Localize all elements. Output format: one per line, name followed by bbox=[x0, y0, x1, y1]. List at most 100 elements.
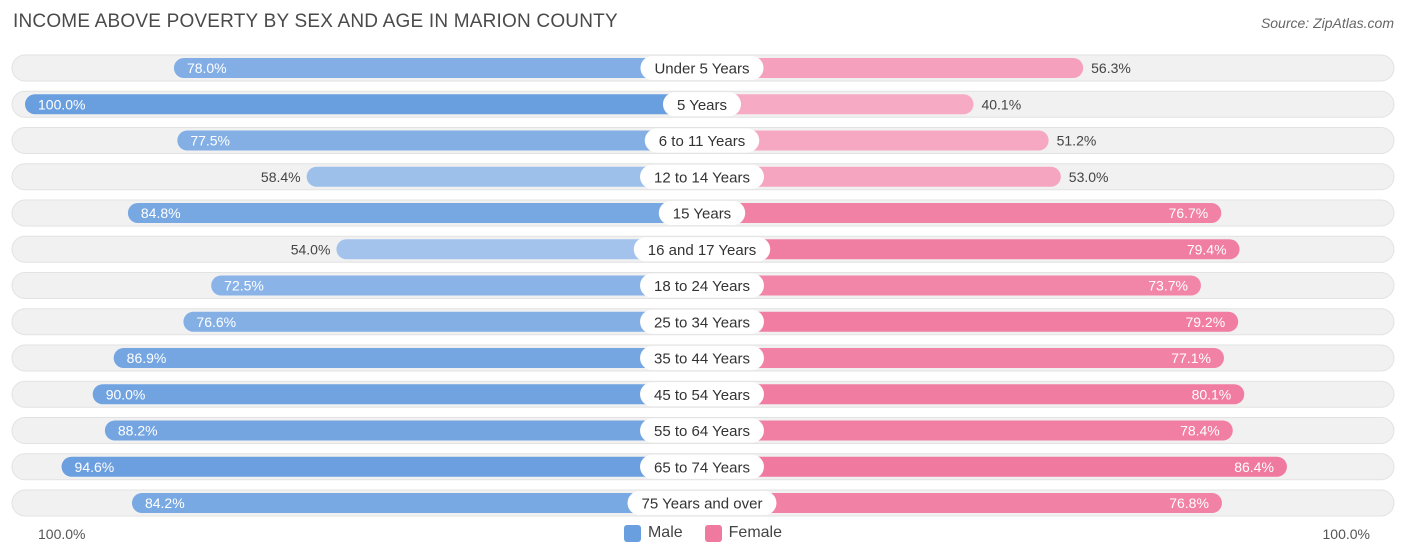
bar-female bbox=[702, 456, 1287, 477]
bar-female bbox=[702, 420, 1233, 441]
category-pill bbox=[640, 56, 764, 80]
bar-male bbox=[113, 348, 702, 368]
bar-female bbox=[702, 203, 1222, 223]
bar-female bbox=[702, 493, 1222, 513]
value-label-female: 40.1% bbox=[981, 96, 1021, 112]
value-label-female: 53.0% bbox=[1069, 169, 1109, 185]
value-label-female: 79.2% bbox=[1185, 314, 1225, 330]
bar-male bbox=[92, 384, 702, 405]
category-label: 55 to 64 Years bbox=[654, 423, 750, 440]
category-label: 45 to 54 Years bbox=[654, 387, 750, 404]
bar-female bbox=[702, 348, 1224, 368]
category-pill bbox=[627, 491, 777, 515]
bar-male bbox=[104, 420, 703, 441]
category-label: 16 and 17 Years bbox=[648, 242, 756, 259]
category-label: 18 to 24 Years bbox=[654, 278, 750, 295]
value-label-male: 78.0% bbox=[187, 60, 227, 76]
value-label-male: 86.9% bbox=[127, 350, 167, 366]
value-label-male: 90.0% bbox=[106, 386, 146, 402]
category-label: 15 Years bbox=[673, 206, 731, 223]
chart-row: 84.2% 76.8% 75 Years and over bbox=[11, 489, 1395, 517]
legend-swatch-female bbox=[704, 524, 722, 542]
bar-female bbox=[702, 311, 1239, 332]
bar-female bbox=[702, 384, 1245, 405]
chart-title: INCOME ABOVE POVERTY BY SEX AND AGE IN M… bbox=[13, 11, 618, 32]
value-label-female: 79.4% bbox=[1187, 241, 1227, 257]
bar-female bbox=[702, 239, 1240, 260]
category-pill bbox=[644, 128, 760, 153]
axis-right-label: 100.0% bbox=[1322, 526, 1370, 542]
value-label-male: 54.0% bbox=[291, 241, 331, 257]
value-label-male: 76.6% bbox=[196, 314, 236, 330]
chart-row: 94.6% 86.4% 65 to 74 Years bbox=[11, 453, 1395, 481]
chart-row: 58.4% 53.0% 12 to 14 Years bbox=[11, 163, 1395, 191]
category-label: 65 to 74 Years bbox=[654, 459, 750, 476]
value-label-female: 86.4% bbox=[1234, 459, 1274, 475]
axis-left-label: 100.0% bbox=[38, 526, 86, 542]
bar-female bbox=[702, 94, 974, 115]
value-label-female: 78.4% bbox=[1180, 423, 1220, 439]
chart-row: 54.0% 79.4% 16 and 17 Years bbox=[11, 235, 1395, 263]
value-label-female: 56.3% bbox=[1091, 60, 1131, 76]
category-pill bbox=[640, 164, 764, 189]
chart-row: 77.5% 51.2% 6 to 11 Years bbox=[11, 127, 1395, 154]
category-pill bbox=[640, 346, 764, 370]
chart-row: 100.0% 40.1% 5 Years bbox=[11, 90, 1395, 118]
value-label-female: 73.7% bbox=[1148, 278, 1188, 294]
legend-label-female: Female bbox=[728, 524, 783, 541]
category-pill bbox=[640, 382, 764, 407]
bar-male bbox=[336, 239, 702, 260]
bar-male bbox=[131, 493, 702, 513]
category-label: 75 Years and over bbox=[642, 496, 763, 513]
category-pill bbox=[640, 454, 764, 479]
value-label-female: 77.1% bbox=[1171, 350, 1211, 366]
category-pill bbox=[640, 309, 764, 334]
bar-female bbox=[702, 58, 1084, 78]
bar-male bbox=[61, 456, 703, 477]
value-label-female: 51.2% bbox=[1057, 133, 1097, 149]
value-label-female: 80.1% bbox=[1192, 386, 1232, 402]
bar-male bbox=[25, 94, 702, 115]
category-pill bbox=[633, 237, 771, 262]
legend: Male Female bbox=[0, 524, 1406, 542]
category-label: 6 to 11 Years bbox=[659, 133, 745, 150]
chart-row: 88.2% 78.4% 55 to 64 Years bbox=[11, 417, 1395, 444]
value-label-male: 84.2% bbox=[145, 495, 185, 511]
value-label-male: 94.6% bbox=[75, 459, 115, 475]
value-label-male: 84.8% bbox=[141, 205, 181, 221]
bar-male bbox=[306, 166, 702, 187]
bar-male bbox=[183, 311, 703, 332]
legend-swatch-male bbox=[623, 524, 641, 542]
bar-female bbox=[702, 130, 1049, 151]
value-label-male: 88.2% bbox=[118, 423, 158, 439]
value-label-female: 76.7% bbox=[1169, 205, 1209, 221]
source-attribution: Source: ZipAtlas.com bbox=[1260, 15, 1394, 31]
chart-row: 86.9% 77.1% 35 to 44 Years bbox=[11, 344, 1395, 372]
legend-item-female: Female bbox=[704, 524, 783, 542]
category-pill bbox=[658, 201, 746, 225]
chart-row: 84.8% 76.7% 15 Years bbox=[11, 199, 1395, 227]
bar-female bbox=[702, 275, 1201, 296]
category-pill bbox=[640, 418, 764, 443]
bar-male bbox=[127, 203, 703, 223]
value-label-male: 58.4% bbox=[261, 169, 301, 185]
category-pill bbox=[662, 92, 742, 117]
category-label: 5 Years bbox=[677, 97, 727, 114]
category-label: Under 5 Years bbox=[654, 61, 749, 78]
chart-row: 76.6% 79.2% 25 to 34 Years bbox=[11, 308, 1395, 336]
value-label-male: 72.5% bbox=[224, 278, 264, 294]
chart-row: 72.5% 73.7% 18 to 24 Years bbox=[11, 272, 1395, 299]
category-label: 12 to 14 Years bbox=[654, 169, 750, 186]
bar-male bbox=[211, 275, 703, 296]
category-pill bbox=[640, 273, 764, 298]
value-label-female: 76.8% bbox=[1169, 495, 1209, 511]
value-label-male: 100.0% bbox=[38, 96, 85, 112]
bar-female bbox=[702, 166, 1061, 187]
bar-male bbox=[173, 58, 702, 78]
legend-label-male: Male bbox=[647, 524, 683, 541]
category-label: 25 to 34 Years bbox=[654, 314, 750, 331]
chart-row: 90.0% 80.1% 45 to 54 Years bbox=[11, 380, 1395, 408]
chart-row: 78.0% 56.3% Under 5 Years bbox=[11, 54, 1395, 82]
value-label-male: 77.5% bbox=[190, 133, 230, 149]
